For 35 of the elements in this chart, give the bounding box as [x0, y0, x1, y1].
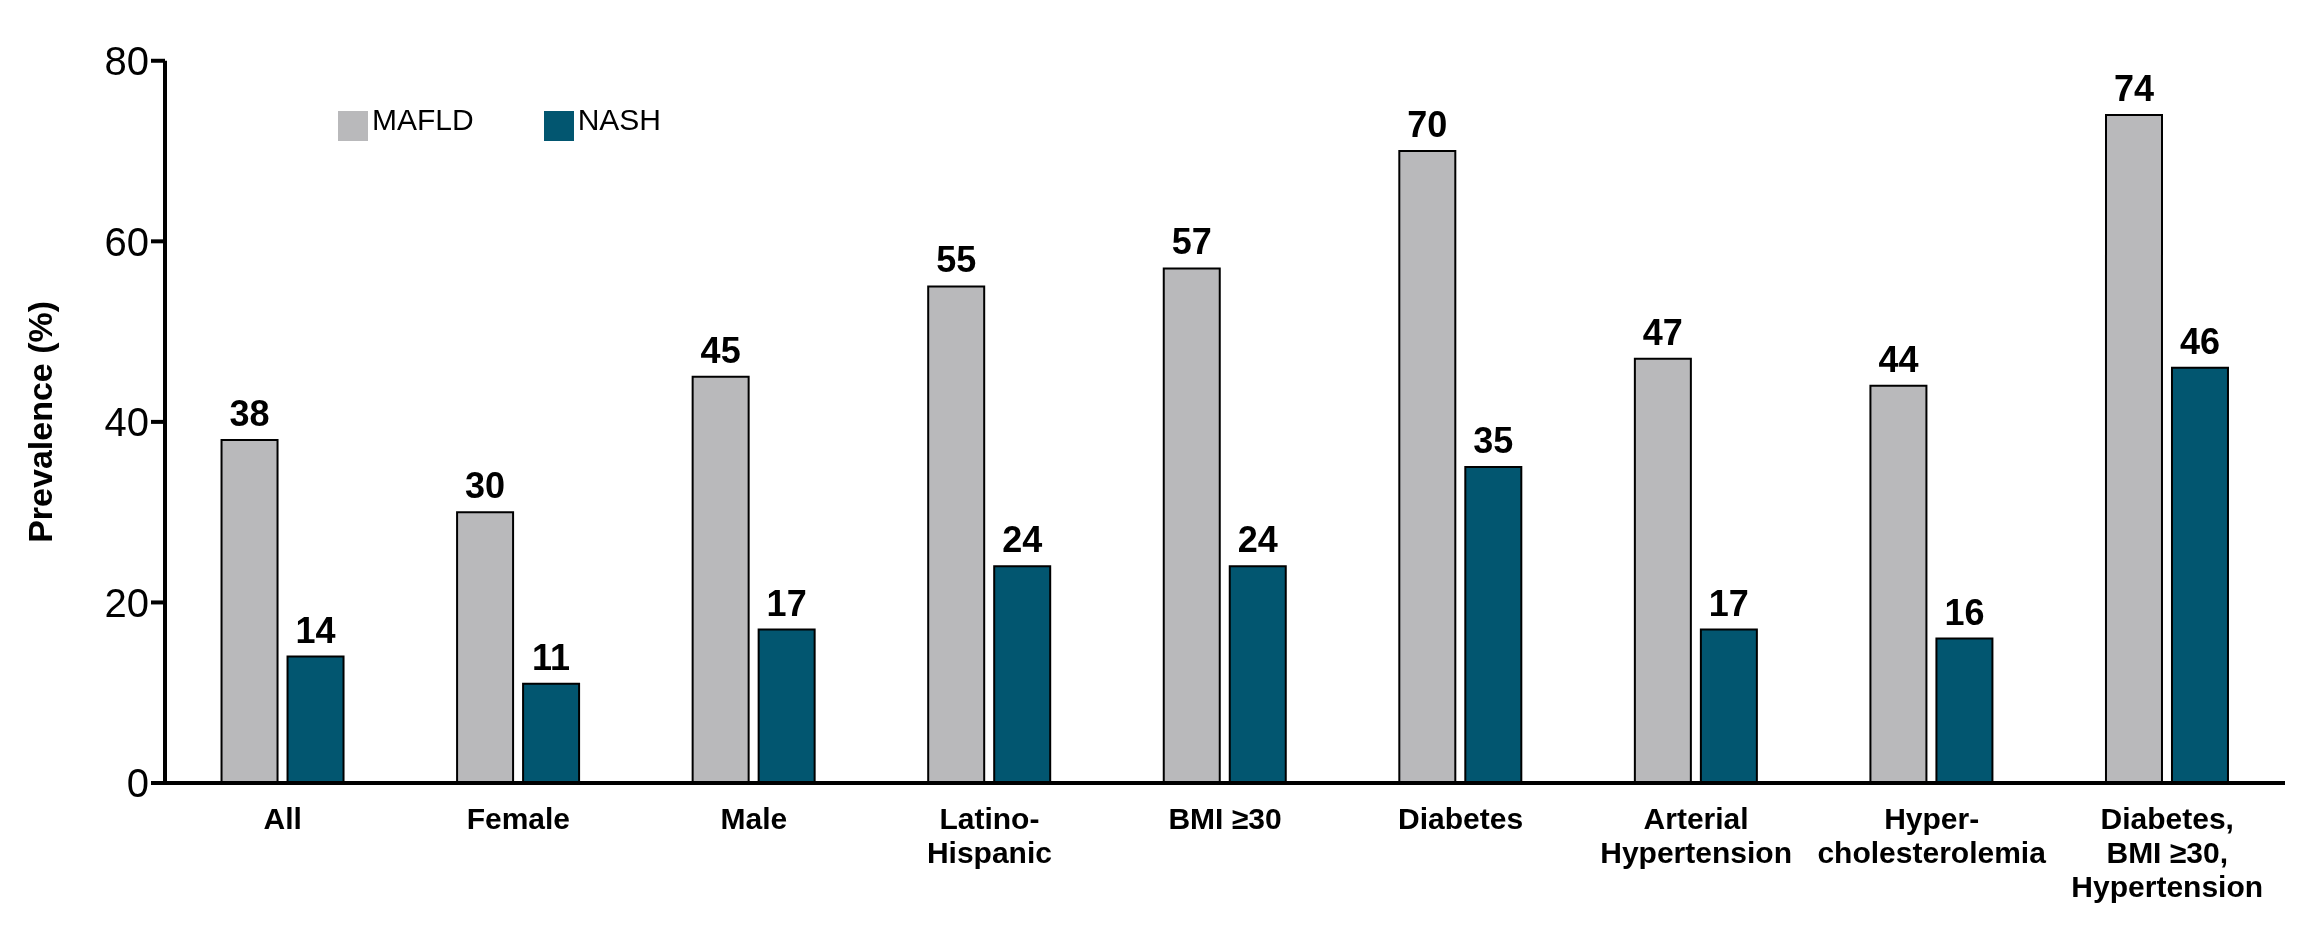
legend-label: MAFLD	[372, 103, 474, 136]
x-tick-label: BMI ≥30	[1168, 802, 1282, 835]
data-label: 46	[2179, 320, 2220, 362]
legend-label: NASH	[577, 103, 662, 136]
x-tick-label: Diabetes, BMI ≥30, Hypertension	[2071, 802, 2264, 903]
y-tick-label: 40	[104, 400, 149, 445]
x-tick-label: All	[263, 802, 302, 835]
y-axis-title: Prevalence (%)	[21, 300, 60, 543]
data-label: 35	[1473, 420, 1514, 462]
data-label: 17	[1708, 582, 1749, 624]
data-label: 14	[295, 609, 336, 651]
data-label: 16	[1944, 591, 1985, 633]
data-label: 44	[1878, 338, 1919, 380]
data-label: 30	[465, 465, 506, 507]
data-label: 17	[766, 582, 807, 624]
y-tick-label: 60	[104, 219, 149, 264]
y-tick-label: 20	[104, 580, 149, 625]
data-label: 38	[229, 392, 270, 434]
x-tick-label: Diabetes	[1398, 802, 1524, 835]
data-label: 24	[1002, 519, 1043, 561]
x-tick-label: Latino-Hispanic	[926, 802, 1052, 869]
x-tick-label: Female	[466, 802, 571, 835]
data-label: 74	[2113, 67, 2154, 109]
data-label: 70	[1407, 104, 1448, 146]
data-label: 24	[1237, 519, 1278, 561]
data-label: 57	[1171, 221, 1212, 263]
y-tick-label: 80	[104, 38, 149, 83]
data-label: 11	[532, 636, 571, 678]
data-label: 45	[700, 329, 741, 371]
y-tick-label: 0	[126, 761, 149, 806]
data-label: 47	[1642, 311, 1683, 353]
x-tick-label: Arterial Hypertension	[1600, 802, 1792, 869]
data-label: 55	[936, 239, 977, 281]
x-tick-label: Hyper-cholesterolemia	[1817, 802, 2047, 869]
x-tick-label: Male	[720, 802, 788, 835]
